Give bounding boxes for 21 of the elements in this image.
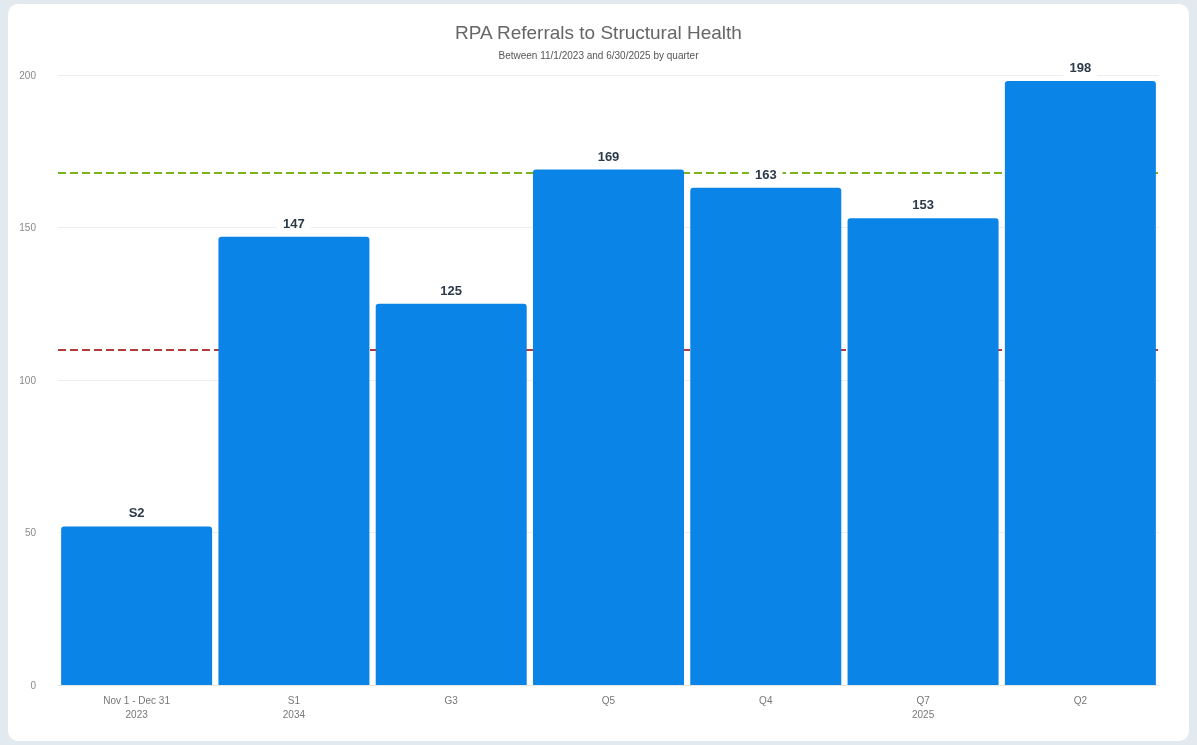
x-tick-label: Q7 2025 — [911, 694, 935, 720]
chart-title: RPA Referrals to Structural Health — [455, 22, 742, 43]
x-tick-label: S1 2034 — [282, 694, 306, 720]
data-label: S2 — [128, 505, 145, 521]
y-tick-label: 0 — [30, 679, 37, 691]
data-label: 169 — [597, 148, 620, 164]
y-tick-label: 50 — [24, 527, 37, 538]
x-tick-label: G3 — [444, 694, 459, 706]
data-label: 147 — [283, 215, 305, 231]
x-tick-label: Q2 — [1073, 694, 1088, 706]
data-label: 198 — [1069, 60, 1092, 76]
chart-subtitle: Between 11/1/2023 and 6/30/2025 by quarter — [498, 49, 700, 61]
data-label: 125 — [440, 282, 463, 298]
data-label: 163 — [754, 166, 777, 182]
y-tick-label: 200 — [19, 69, 37, 81]
x-tick-label: Q5 — [601, 694, 616, 706]
data-label: 153 — [912, 197, 934, 213]
y-tick-label: 100 — [19, 374, 37, 386]
y-tick-label: 150 — [19, 222, 37, 233]
x-tick-label: Nov 1 - Dec 31 2023 — [103, 694, 171, 720]
x-tick-label: Q4 — [759, 694, 773, 706]
